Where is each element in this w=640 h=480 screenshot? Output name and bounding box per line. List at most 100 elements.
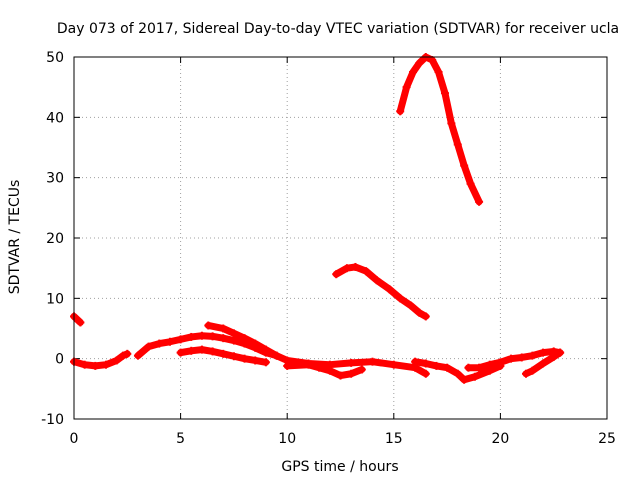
data-point — [528, 351, 537, 360]
data-point — [123, 349, 132, 358]
data-point — [460, 375, 469, 384]
y-axis-label: SDTVAR / TECUs — [7, 180, 23, 295]
data-point — [261, 345, 270, 354]
data-point — [372, 276, 381, 285]
data-point — [443, 363, 452, 372]
data-point — [434, 68, 443, 77]
data-point — [521, 369, 530, 378]
data-point — [325, 366, 334, 375]
data-point — [421, 369, 430, 378]
data-point — [496, 358, 505, 367]
data-point — [389, 360, 398, 369]
data-point — [315, 363, 324, 372]
data-point — [447, 119, 456, 128]
series-arc-low-5 — [272, 351, 430, 378]
data-point — [176, 335, 185, 344]
x-tick-label: 25 — [598, 431, 616, 447]
data-point — [272, 351, 281, 360]
series-trace — [464, 347, 564, 372]
series-trace — [70, 312, 84, 326]
data-point — [336, 371, 345, 380]
data-point — [208, 332, 217, 341]
data-point — [440, 89, 449, 98]
series-arc-low-6 — [283, 360, 366, 380]
data-point — [208, 347, 217, 356]
data-point — [362, 267, 371, 276]
data-point — [406, 301, 415, 310]
series-arc-low-2 — [133, 331, 281, 360]
data-point — [219, 324, 228, 333]
data-point — [165, 337, 174, 346]
x-tick-label: 0 — [70, 431, 79, 447]
data-point — [421, 359, 430, 368]
x-axis-label: GPS time / hours — [281, 459, 398, 475]
data-point — [91, 361, 100, 370]
data-point — [528, 366, 537, 375]
data-point — [187, 346, 196, 355]
data-point — [176, 348, 185, 357]
data-point — [453, 140, 462, 149]
axis-ticks: 0 5 10 15 20 25 -10 0 10 20 30 40 50 — [41, 50, 616, 447]
data-point — [408, 68, 417, 77]
series-trace — [396, 53, 483, 206]
data-point — [368, 357, 377, 366]
data-point — [304, 360, 313, 369]
series-arc-low-1 — [70, 349, 132, 370]
data-point — [396, 107, 405, 116]
data-point — [357, 365, 366, 374]
data-point — [347, 358, 356, 367]
data-point — [470, 372, 479, 381]
data-point — [415, 59, 424, 68]
data-point — [240, 334, 249, 343]
data-point — [517, 353, 526, 362]
data-point — [204, 321, 213, 330]
data-point — [475, 197, 484, 206]
data-point — [549, 352, 558, 361]
data-point — [385, 285, 394, 294]
data-point — [396, 294, 405, 303]
data-point — [144, 342, 153, 351]
series-arc-low-4 — [204, 321, 281, 360]
y-tick-label: 30 — [46, 171, 64, 187]
series-arc-early — [70, 312, 85, 327]
data-point — [402, 83, 411, 92]
x-tick-label: 20 — [491, 431, 509, 447]
x-tick-label: 5 — [176, 431, 185, 447]
series-arc-high — [396, 53, 484, 206]
data-point — [112, 356, 121, 365]
data-point — [283, 361, 292, 370]
data-point — [155, 339, 164, 348]
data-point — [219, 334, 228, 343]
data-point — [556, 348, 565, 357]
x-tick-label: 10 — [278, 431, 296, 447]
data-point — [133, 351, 142, 360]
data-point — [539, 348, 548, 357]
data-point — [466, 179, 475, 188]
y-tick-label: 0 — [55, 352, 64, 368]
data-point — [251, 339, 260, 348]
data-point — [197, 331, 206, 340]
series-arc-mid — [332, 262, 430, 321]
data-point — [342, 264, 351, 273]
data-point — [507, 354, 516, 363]
data-point — [76, 318, 85, 327]
data-point — [119, 351, 128, 360]
data-point — [261, 358, 270, 367]
chart-title: Day 073 of 2017, Sidereal Day-to-day VTE… — [57, 21, 619, 37]
x-tick-label: 15 — [385, 431, 403, 447]
data-point — [453, 369, 462, 378]
data-point — [411, 357, 420, 366]
y-tick-label: 10 — [46, 291, 64, 307]
series-arc-low-3 — [176, 345, 270, 367]
data-point — [197, 345, 206, 354]
series-arc-low-9 — [521, 348, 565, 378]
data-point — [460, 161, 469, 170]
data-point — [101, 360, 110, 369]
data-point — [229, 329, 238, 338]
data-point — [351, 262, 360, 271]
data-point — [80, 360, 89, 369]
data-point — [347, 369, 356, 378]
data-point — [432, 361, 441, 370]
data-point — [464, 363, 473, 372]
